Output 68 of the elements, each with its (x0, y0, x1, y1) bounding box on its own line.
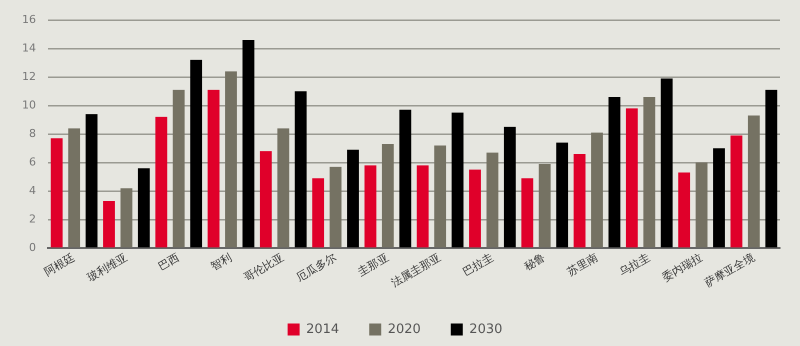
bar (103, 201, 115, 248)
x-tick-label: 圭那亚 (356, 250, 391, 278)
x-tick-label: 巴西 (156, 250, 182, 273)
y-tick-label: 2 (28, 212, 36, 226)
y-tick-label: 6 (28, 155, 36, 168)
x-tick-label: 智利 (208, 250, 234, 273)
x-tick-label: 苏里南 (564, 250, 600, 278)
bar (678, 172, 690, 248)
y-tick-label: 8 (28, 126, 36, 140)
x-tick-label: 法属圭那亚 (388, 250, 444, 290)
bar (225, 71, 237, 248)
bar (312, 178, 324, 248)
bar (434, 145, 446, 248)
bar (713, 148, 725, 248)
bar (364, 165, 376, 248)
bar (120, 188, 132, 248)
y-tick-label: 14 (22, 41, 36, 54)
bar (643, 96, 656, 248)
bar (399, 110, 412, 248)
bar (50, 138, 63, 248)
legend-label: 2014 (306, 322, 340, 337)
bar (452, 112, 464, 248)
bar (190, 60, 202, 248)
bar (86, 114, 98, 248)
bar (626, 108, 638, 248)
bar (68, 128, 80, 248)
bar (155, 116, 168, 248)
x-tick-label: 哥伦比亚 (242, 250, 286, 284)
bar (260, 151, 272, 248)
bar (591, 132, 603, 248)
bar (521, 178, 534, 248)
bar (765, 90, 778, 248)
y-tick-label: 4 (28, 184, 36, 197)
bar (294, 91, 307, 248)
legend-label: 2020 (388, 322, 421, 337)
x-tick-label: 厄瓜多尔 (294, 250, 338, 284)
bar (416, 165, 429, 248)
bar (574, 154, 586, 248)
bar (486, 152, 498, 248)
x-tick-label: 巴拉圭 (460, 250, 496, 278)
bar (696, 162, 708, 248)
bar (242, 40, 254, 248)
bar (556, 142, 568, 248)
bar (504, 126, 516, 248)
bar (748, 116, 760, 248)
y-tick-label: 0 (28, 240, 36, 254)
bar (208, 90, 220, 248)
bar (382, 144, 394, 248)
x-tick-label: 阿根廷 (42, 250, 78, 278)
bar (608, 96, 620, 248)
bar (330, 166, 342, 248)
bar (347, 150, 359, 248)
x-tick-label: 秘鲁 (522, 250, 548, 273)
y-tick-label: 16 (22, 12, 36, 26)
bar (277, 128, 290, 248)
x-tick-label: 萨摩亚全境 (702, 250, 757, 290)
bar (730, 135, 742, 248)
y-tick-label: 10 (22, 98, 36, 112)
y-tick-label: 12 (22, 70, 36, 83)
bar (138, 168, 150, 248)
x-tick-label: 玻利维亚 (84, 250, 130, 284)
legend-label: 2030 (469, 322, 502, 337)
bar (469, 170, 481, 248)
bar (660, 78, 673, 248)
bar (172, 90, 185, 248)
x-tick-label: 乌拉圭 (617, 250, 652, 278)
bar (538, 164, 551, 248)
x-tick-label: 委内瑞拉 (660, 250, 704, 284)
